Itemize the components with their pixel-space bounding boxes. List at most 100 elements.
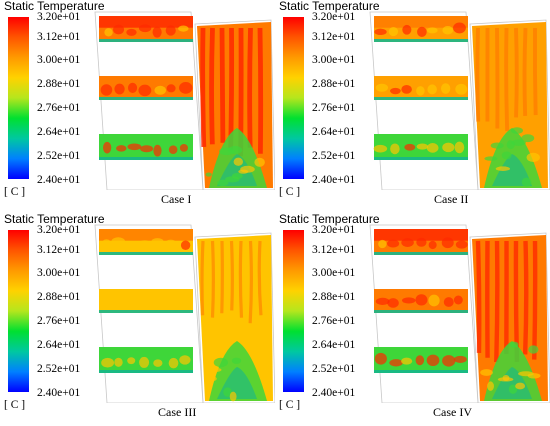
right-wall-outline [469,19,550,190]
hot-streak [257,240,263,316]
hot-streak [219,27,226,143]
temperature-blob [115,296,127,305]
hot-streak [247,27,253,148]
temperature-blob [416,237,427,247]
temperature-blob [179,82,193,94]
legend-tick: 3.12e+01 [312,31,356,43]
legend-title: Static Temperature [4,0,105,13]
legend-tick: 2.64e+01 [37,126,81,138]
temperature-blob [100,298,114,309]
section-hotband [99,134,193,144]
temperature-blob [510,127,524,134]
case-label: Case II [434,192,469,206]
section-hotband [99,16,193,28]
temperature-blob [203,351,216,357]
section-hotband [374,76,468,87]
section-hotband [99,289,193,300]
temperature-blob [387,298,399,308]
temperature-blob [417,26,427,38]
temperature-blob [138,24,152,33]
temperature-blob [454,141,465,154]
temperature-blob [426,143,439,153]
panel-case-2: Static Temperature 3.20e+01 3.12e+01 3.0… [275,0,550,213]
legend-tick: 2.40e+01 [312,174,356,186]
temperature-blob [442,355,456,367]
legend-tick: 2.88e+01 [312,78,356,90]
section-edge [374,310,468,313]
hot-streak [220,240,224,314]
temperature-blob [375,297,390,305]
legend-tick: 2.76e+01 [312,315,356,327]
temperature-blob [165,25,176,36]
temperature-blob [179,143,188,152]
temperature-blob [139,356,150,368]
temperature-blob [168,357,179,369]
section-edge [99,310,193,313]
temperature-blob [495,166,510,171]
temperature-blob [207,367,222,373]
section-edge [99,39,193,42]
section-edge [99,370,193,373]
hot-streak [514,27,519,118]
legend-tick: 2.40e+01 [37,174,81,186]
temperature-blob [527,373,541,379]
section-edge [99,252,193,255]
temperature-blob [490,142,504,149]
temperature-blob [140,300,152,309]
temperature-blob [165,298,176,306]
unit-label: [ C ] [4,186,26,198]
legend-tick: 2.52e+01 [37,150,81,162]
temperature-blob [127,143,142,151]
section-edge [374,370,468,373]
temperature-blob [509,341,519,348]
temperature-blob [219,147,235,156]
temperature-blob [389,359,403,367]
temperature-blob [401,238,414,247]
temperature-blob [415,294,428,306]
temperature-blob [205,172,212,177]
legend-tick: 2.40e+01 [312,387,356,399]
legend-tick: 3.00e+01 [37,267,81,279]
temperature-blob [453,22,466,34]
temperature-blob [375,83,389,92]
temperature-blob [140,145,154,153]
hot-streak [248,240,253,324]
left-cabinet-outline [94,224,204,403]
temperature-blob [401,84,412,94]
legend-title: Static Temperature [4,212,105,226]
temperature-blob [101,239,112,250]
hot-streak [238,240,244,318]
right-wall-outline [194,19,275,190]
colorbar [283,17,304,179]
temperature-blob [508,384,518,394]
temperature-blob [153,359,163,367]
temperature-blob [128,300,141,308]
legend-tick: 2.52e+01 [312,363,356,375]
left-cabinet-outline [369,11,479,190]
temperature-blob [138,240,152,247]
temperature-blob [225,176,240,183]
section-edge [374,97,468,100]
unit-label: [ C ] [4,399,26,411]
section-hotband [99,229,193,241]
temperature-blob [487,381,494,391]
temperature-blob [515,382,526,390]
hot-streak [532,27,538,116]
temperature-blob [401,297,416,304]
legend-tick: 2.88e+01 [312,291,356,303]
section-hotband [99,76,193,87]
legend-tick: 2.88e+01 [37,291,81,303]
legend-tick: 3.00e+01 [312,54,356,66]
unit-label: [ C ] [279,186,301,198]
temperature-blob [179,355,191,365]
temperature-blob [223,387,232,397]
temperature-blob [497,377,514,382]
right-wall-outline [469,232,550,403]
temperature-blob [378,239,387,249]
temperature-blob [528,345,539,354]
temperature-blob [104,28,113,37]
legend-title: Static Temperature [279,212,380,226]
temperature-blob [428,294,440,307]
temperature-blob [178,25,189,32]
